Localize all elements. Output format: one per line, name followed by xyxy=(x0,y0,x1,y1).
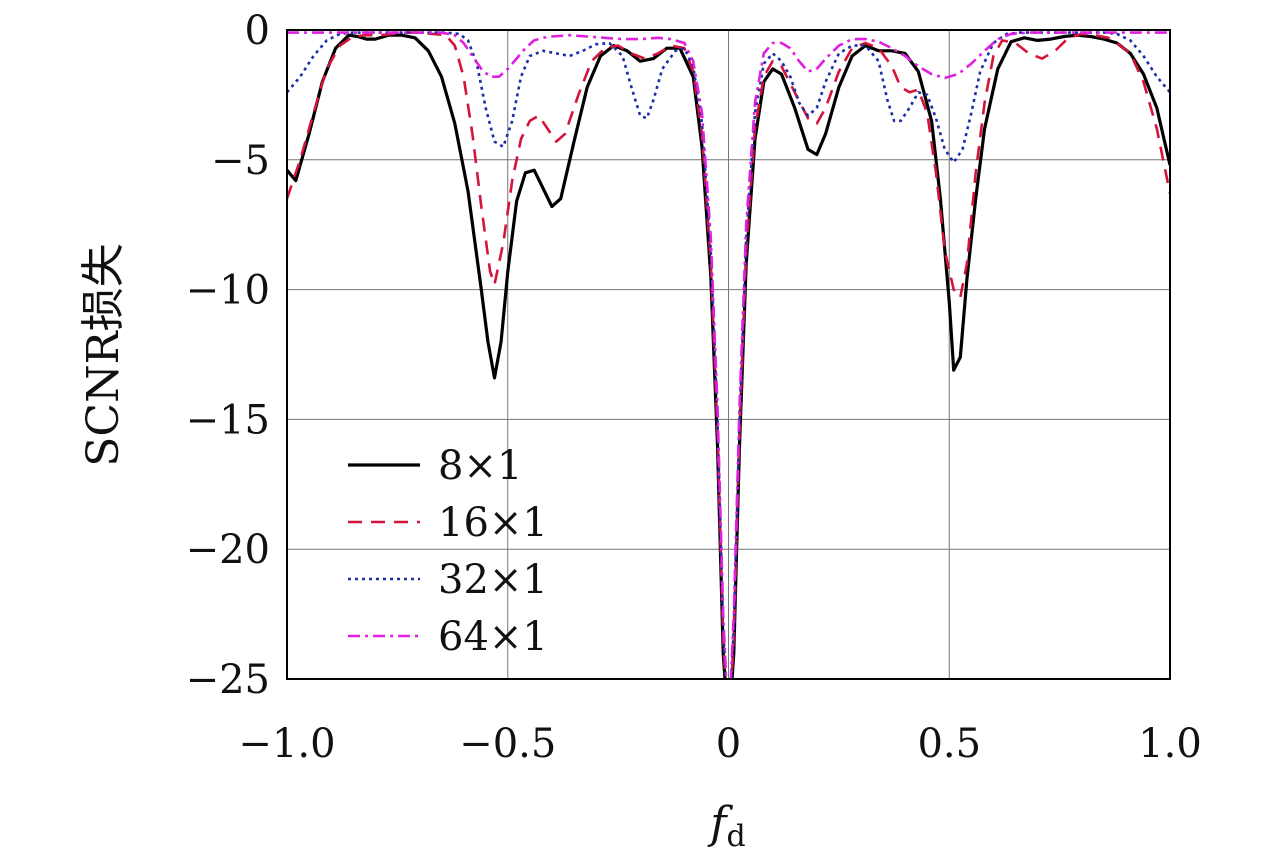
y-tick-label: −5 xyxy=(211,138,270,184)
legend-label: 64×1 xyxy=(438,614,548,660)
x-tick-label: 1.0 xyxy=(1138,721,1202,767)
legend-label: 16×1 xyxy=(438,500,548,546)
x-tick-label: 0 xyxy=(716,721,741,767)
y-tick-label: −10 xyxy=(186,268,270,314)
legend-label: 32×1 xyxy=(438,557,548,603)
series-line-4 xyxy=(287,31,1170,679)
y-tick-label: 0 xyxy=(245,8,270,54)
x-tick-label: 0.5 xyxy=(917,721,981,767)
y-tick-label: −20 xyxy=(186,527,270,573)
plot-frame xyxy=(286,29,1171,680)
x-tick-label: −0.5 xyxy=(459,721,556,767)
legend: 8×1 16×1 32×1 64×1 xyxy=(348,443,548,660)
x-tick-label: −1.0 xyxy=(238,721,335,767)
y-tick-label: −25 xyxy=(186,657,270,703)
series-lines xyxy=(287,31,1170,679)
x-axis-title-sub: d xyxy=(727,819,746,854)
series-line-3 xyxy=(287,31,1170,679)
tick-labels: −1.0 −0.5 0 0.5 1.0 0 −5 −10 −15 −20 −25 xyxy=(186,8,1202,767)
series-line-2 xyxy=(287,31,1170,679)
series-line-1 xyxy=(287,33,1170,679)
y-tick-label: −15 xyxy=(186,397,270,443)
grid-lines xyxy=(287,30,1170,679)
y-axis-title: SCNR损失 xyxy=(78,243,129,466)
x-axis-title: fd xyxy=(707,798,746,854)
legend-label: 8×1 xyxy=(438,443,522,489)
